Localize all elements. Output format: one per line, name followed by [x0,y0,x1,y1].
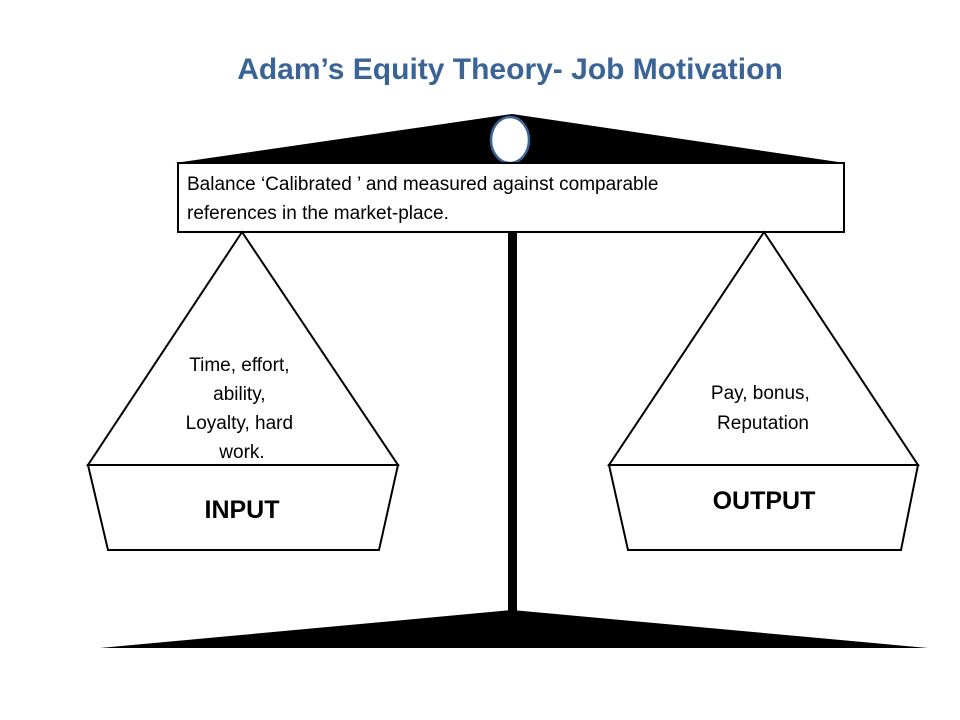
output-pan [607,464,920,551]
output-items: Pay, bonus, Reputation [711,383,815,434]
central-post [508,232,517,614]
input-label: INPUT [205,496,280,524]
output-item-line: Pay, bonus, [711,383,810,404]
input-item-line: Loyalty, hard [186,413,293,434]
input-pan [86,464,400,551]
input-items: Time, effort, ability, Loyalty, hard wor… [186,355,299,463]
base-wedge [100,610,928,648]
input-item-line: Time, effort, [189,355,289,376]
beam-text: Balance ‘Calibrated ’ and measured again… [187,174,664,224]
input-item-line: ability, [213,384,265,405]
pivot-circle [489,115,531,165]
beam-text-line-1: Balance ‘Calibrated ’ and measured again… [187,174,658,195]
output-label: OUTPUT [713,487,816,515]
beam-text-line-2: references in the market-place. [187,203,449,224]
input-item-line: work. [218,442,264,463]
output-item-line: Reputation [717,413,809,434]
beam-text-box [177,162,845,233]
page-title: Adam’s Equity Theory- Job Motivation [237,53,783,86]
